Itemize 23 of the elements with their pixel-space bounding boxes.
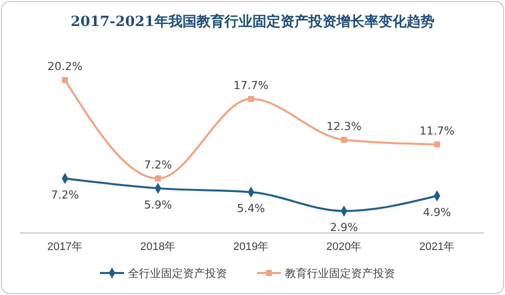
data-label: 11.7% [420, 124, 454, 138]
point [434, 141, 440, 148]
data-label: 12.3% [326, 120, 362, 133]
x-tick-label: 2020年 [326, 240, 362, 253]
data-label: 4.9% [423, 206, 451, 219]
data-label: 20.2% [48, 60, 82, 73]
data-label: 17.7% [234, 78, 268, 92]
data-label: 7.2% [51, 188, 79, 202]
x-tick-label: 2019年 [233, 240, 269, 253]
legend-label: 全行业固定资产投资 [128, 267, 227, 280]
point [62, 77, 68, 83]
data-label: 5.4% [237, 202, 265, 216]
point [155, 175, 161, 182]
point [341, 136, 347, 143]
x-tick-label: 2017年 [47, 240, 83, 253]
x-tick-label: 2021年 [419, 240, 455, 253]
chart-title: 2017-2021年我国教育行业固定资产投资增长率变化趋势 [70, 13, 434, 30]
data-label: 2.9% [330, 221, 358, 234]
point [248, 96, 254, 102]
data-label: 7.2% [144, 158, 172, 172]
data-label: 5.9% [144, 198, 172, 212]
legend-label: 教育行业固定资产投资 [285, 267, 395, 280]
x-tick-label: 2018年 [140, 240, 176, 253]
